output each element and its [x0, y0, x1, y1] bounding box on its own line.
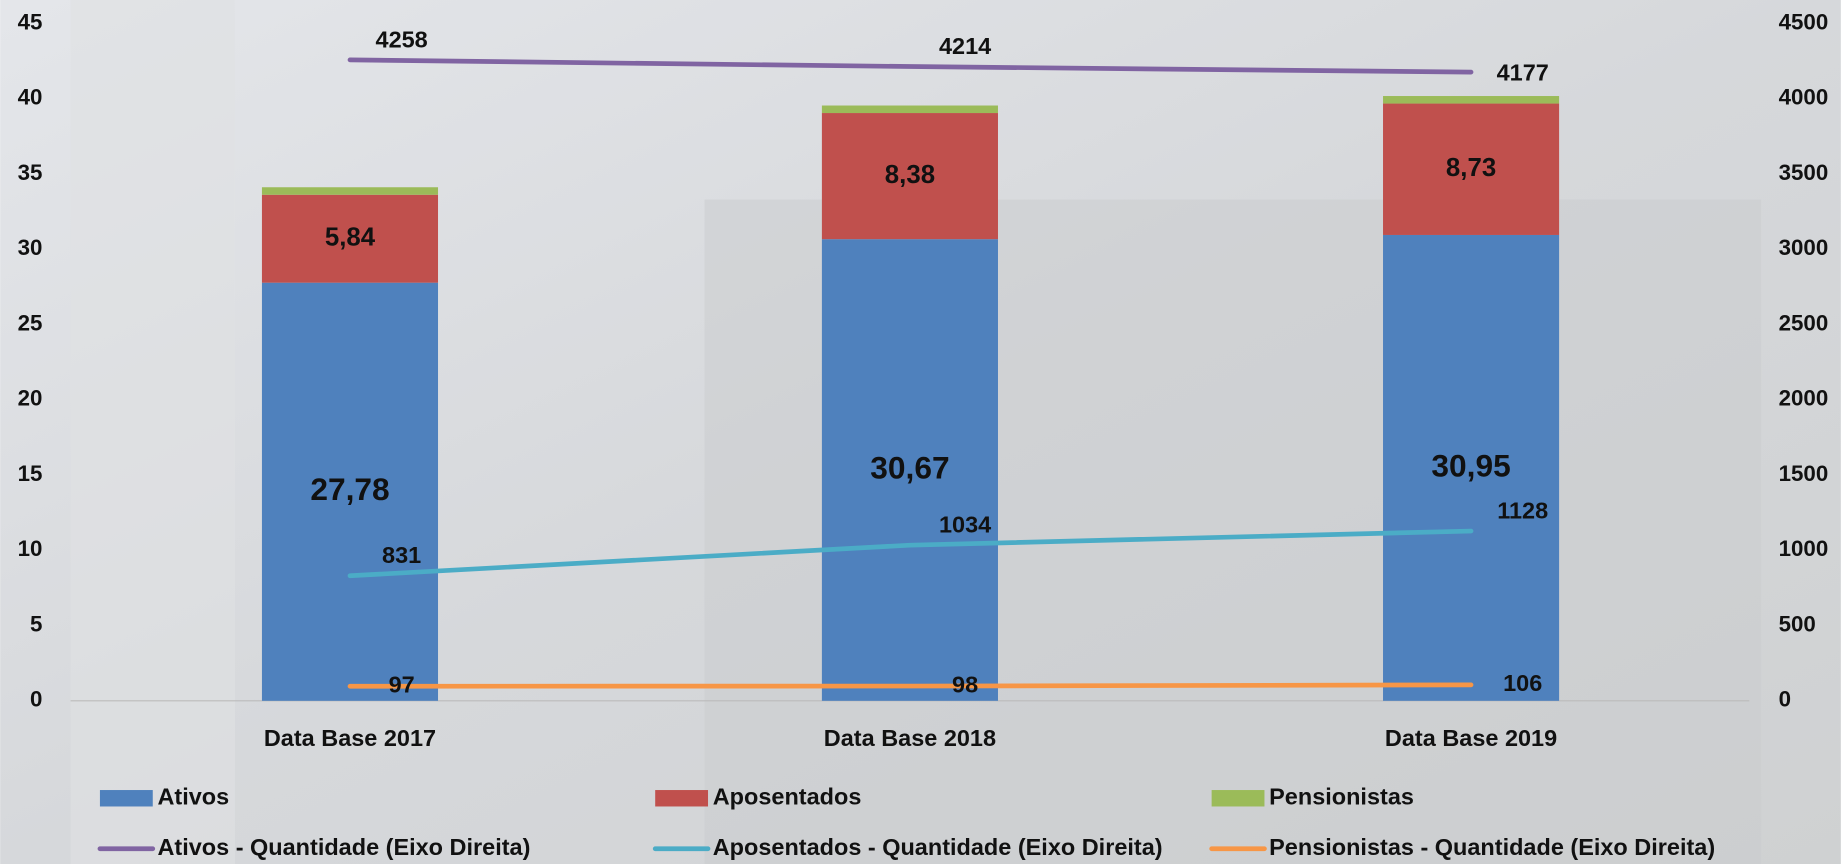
y-tick-label: 15	[18, 461, 43, 486]
legend-label: Ativos - Quantidade (Eixo Direita)	[157, 834, 530, 860]
line-series	[347, 682, 1474, 689]
line-value-label: 1128	[1497, 497, 1548, 523]
line-value-label: 98	[952, 671, 978, 697]
line-value-label: 1034	[939, 512, 991, 538]
line-value-label: 97	[389, 671, 415, 697]
y-tick-label: 25	[18, 310, 43, 335]
y-tick-label: 10	[18, 536, 43, 561]
bar-value-label: 8,73	[1446, 154, 1496, 182]
y2-tick-label: 2500	[1779, 310, 1829, 335]
y2-tick-label: 3000	[1779, 235, 1829, 260]
y2-tick-label: 500	[1779, 611, 1816, 636]
bar-segment	[821, 105, 998, 114]
bar-value-label: 27,78	[310, 471, 389, 507]
legend-label: Aposentados - Quantidade (Eixo Direita)	[713, 834, 1163, 860]
line-value-label: 4214	[939, 33, 991, 59]
legend-label: Pensionistas	[1269, 783, 1414, 809]
y2-tick-label: 1500	[1779, 461, 1829, 486]
bar-segment	[821, 113, 998, 240]
line-value-label: 106	[1503, 670, 1542, 696]
bar-segment	[1383, 103, 1560, 235]
background-pillar	[70, 0, 235, 864]
y-tick-label: 35	[18, 160, 43, 185]
bar-segment	[261, 187, 439, 195]
bar-segment	[261, 282, 439, 701]
bar-value-label: 8,38	[885, 161, 935, 189]
bar-segment	[1383, 234, 1560, 701]
y2-tick-label: 0	[1779, 687, 1791, 712]
x-tick-label: Data Base 2018	[824, 725, 996, 751]
y2-tick-label: 2000	[1779, 386, 1829, 411]
legend-label: Pensionistas - Quantidade (Eixo Direita)	[1269, 834, 1715, 860]
bar-value-label: 5,84	[325, 224, 376, 252]
line-series	[347, 57, 1474, 75]
x-tick-label: Data Base 2019	[1385, 725, 1557, 751]
y-tick-label: 45	[18, 9, 43, 34]
bar-segment	[1383, 96, 1560, 104]
bar-segment	[261, 194, 439, 283]
y-tick-label: 20	[18, 386, 43, 411]
legend-swatch	[1211, 790, 1265, 807]
bar-value-label: 30,95	[1431, 447, 1510, 483]
y2-tick-label: 4500	[1779, 9, 1829, 34]
line-value-label: 4177	[1497, 60, 1549, 86]
y2-tick-label: 3500	[1779, 160, 1829, 185]
x-tick-label: Data Base 2017	[264, 725, 436, 751]
y2-tick-label: 1000	[1779, 536, 1829, 561]
y-tick-label: 40	[18, 85, 43, 110]
legend-label: Ativos	[157, 783, 229, 809]
bar-value-label: 30,67	[870, 449, 949, 485]
line-value-label: 4258	[376, 26, 428, 52]
line-series	[347, 528, 1474, 579]
legend-swatch	[655, 790, 709, 807]
y-tick-label: 5	[30, 611, 42, 636]
line-value-label: 831	[382, 542, 421, 568]
bar-segment	[821, 239, 998, 701]
y2-tick-label: 4000	[1779, 85, 1829, 110]
y-tick-label: 30	[18, 235, 43, 260]
y-tick-label: 0	[30, 687, 42, 712]
legend-label: Aposentados	[713, 783, 862, 809]
legend-swatch	[99, 790, 153, 807]
